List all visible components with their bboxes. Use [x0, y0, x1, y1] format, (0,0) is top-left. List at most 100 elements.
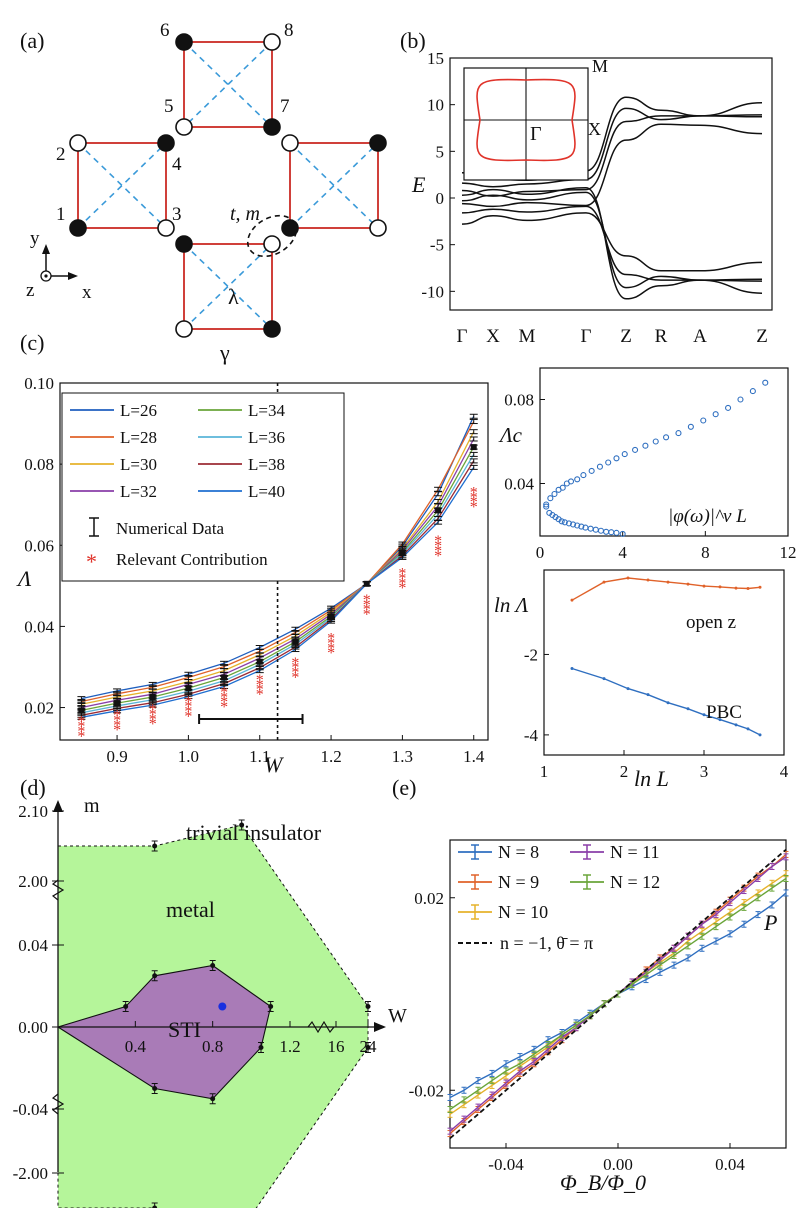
series-point	[718, 585, 722, 589]
relevant-contribution-mark: *	[220, 694, 228, 711]
m-axis-break-top	[51, 879, 65, 901]
reference-line	[449, 848, 787, 1140]
site-number-2: 2	[56, 144, 66, 165]
series-point	[758, 585, 762, 589]
panel-c-curve	[81, 431, 475, 705]
panel-e-xlabel: Φ_B/Φ_0	[560, 1170, 646, 1195]
scaling-point	[687, 423, 694, 430]
relevant-contribution-mark: *	[256, 682, 264, 699]
panel-c-data-point	[78, 707, 85, 714]
relevant-contribution-mark: *	[77, 723, 85, 740]
panel-c-xtick: 1.1	[249, 747, 270, 766]
scaling-point	[592, 526, 599, 533]
m-axis-break-bottom	[51, 1093, 65, 1115]
band-ytick: -10	[421, 282, 444, 301]
site-number-3: 3	[172, 204, 182, 225]
band-line	[461, 186, 763, 300]
relevant-contribution-mark: *	[113, 722, 121, 739]
relevant-contribution-mark: *	[398, 580, 406, 597]
plaquette-bottom	[183, 243, 273, 330]
panel-c-curve	[81, 416, 475, 700]
phase-ytick: 0.04	[18, 936, 48, 955]
inset-top-ytick: 0.04	[504, 475, 534, 494]
inset-label-m: M	[592, 56, 608, 76]
region-label-metal: metal	[166, 897, 215, 922]
relevant-contribution-mark: *	[149, 711, 157, 728]
band-plot-frame	[449, 57, 773, 311]
series-point	[626, 576, 630, 580]
series-point	[602, 677, 606, 681]
panel-label-b: (b)	[400, 28, 426, 53]
relevant-contribution-mark: *	[327, 631, 335, 648]
legend-label-N=11: N = 11	[610, 842, 659, 862]
plaquette-right	[289, 142, 379, 229]
scaling-point	[603, 528, 610, 535]
relevant-contribution-mark: *	[184, 708, 192, 725]
site-3	[157, 219, 175, 237]
site	[263, 235, 281, 253]
phase-xtick: 0.8	[202, 1037, 223, 1056]
band-ytick: 5	[436, 142, 445, 161]
series-point	[734, 586, 738, 590]
plaquette-top	[183, 41, 273, 128]
relevant-contribution-mark: *	[113, 708, 121, 725]
panel-c-data-point	[399, 549, 406, 556]
inset-bottom-xtick: 3	[700, 762, 709, 781]
panel-c-curve	[81, 460, 475, 716]
phase-ytick: 2.00	[18, 872, 48, 891]
band-ylabel: E	[411, 172, 426, 197]
relevant-contribution-mark: *	[184, 694, 192, 711]
inset-label-gamma: Γ	[530, 123, 542, 145]
scaling-point	[621, 451, 628, 458]
phase-ytick: 2.10	[18, 802, 48, 821]
legend-label-L=40: L=40	[248, 482, 285, 501]
scaling-point	[613, 455, 620, 462]
site-2	[69, 134, 87, 152]
scaling-point	[578, 523, 585, 530]
scaling-point	[737, 396, 744, 403]
panel-c-xtick: 1.2	[320, 747, 341, 766]
coordinate-axes: y z x	[26, 228, 92, 303]
site-1	[69, 219, 87, 237]
site-4	[157, 134, 175, 152]
legend-label-relevant: Relevant Contribution	[116, 550, 268, 569]
series-point	[686, 582, 690, 586]
relevant-contribution-mark: *	[327, 645, 335, 662]
series-point	[570, 598, 574, 602]
axis-x-label: x	[82, 282, 92, 303]
inset-top-ylabel: Λc	[498, 423, 523, 447]
scaling-point	[663, 434, 670, 441]
legend-label-L=38: L=38	[248, 455, 285, 474]
relevant-contribution-mark: *	[113, 712, 121, 729]
legend-numerical-data: Numerical Data	[89, 517, 225, 538]
scaling-point	[608, 529, 615, 536]
site-7	[263, 118, 281, 136]
scaling-point	[570, 521, 577, 528]
panel-c-legend: L=26 L=28 L=30 L=32 L=34 L=36 L=38 L=40 Numeric…	[61, 392, 345, 582]
site-8	[263, 33, 281, 51]
relevant-contribution-mark: *	[77, 719, 85, 736]
site-number-7: 7	[280, 96, 290, 117]
relevant-contribution-mark: *	[184, 699, 192, 716]
relevant-contribution-mark: *	[291, 665, 299, 682]
relevant-contribution-mark: *	[220, 684, 228, 701]
series-point	[666, 701, 670, 705]
relevant-contribution-mark: *	[470, 489, 478, 506]
panel-c-ytick: 0.06	[24, 536, 54, 555]
legend-label-numerical: Numerical Data	[116, 519, 225, 538]
site	[175, 235, 193, 253]
site-5	[175, 118, 193, 136]
relevant-contribution-mark: *	[434, 533, 442, 550]
scaling-point	[712, 411, 719, 418]
region-label-sti: STI	[168, 1017, 201, 1042]
hopping-label-gamma: γ	[219, 340, 230, 365]
panel-c-data-point	[221, 674, 228, 681]
relevant-contribution-mark: *	[434, 548, 442, 565]
series-point	[666, 580, 670, 584]
relevant-contribution-mark: *	[327, 640, 335, 657]
axis-y-label: y	[30, 228, 40, 249]
series-point	[570, 667, 574, 671]
plaquette-left	[77, 142, 167, 229]
band-xtick: A	[693, 326, 707, 347]
band-xtick: R	[655, 326, 668, 347]
